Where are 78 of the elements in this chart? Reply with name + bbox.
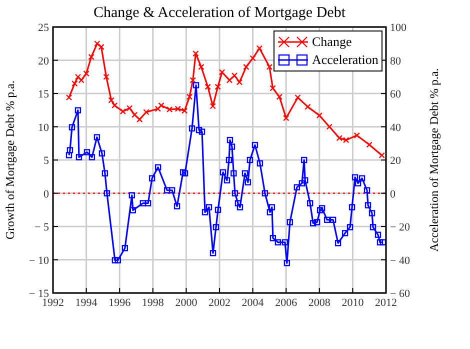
legend-label: Change bbox=[312, 34, 352, 49]
y-tick-label: − 5 bbox=[34, 222, 50, 234]
point bbox=[154, 106, 161, 112]
y2-tick-label: 80 bbox=[390, 55, 402, 68]
point bbox=[192, 50, 199, 57]
point bbox=[276, 94, 283, 100]
legend-label: Acceleration bbox=[312, 52, 379, 67]
chart-title: Change & Acceleration of Mortgage Debt bbox=[94, 5, 346, 21]
point bbox=[120, 108, 126, 115]
x-tick-label: 1992 bbox=[42, 297, 64, 309]
y2-tick-label: 0 bbox=[390, 188, 396, 200]
y-tick-label: − 15 bbox=[29, 288, 50, 300]
y-axis-title: Growth of Mortgage Debt % p.a. bbox=[3, 80, 17, 240]
point bbox=[126, 105, 133, 112]
point bbox=[186, 94, 193, 100]
point bbox=[218, 69, 226, 76]
y2-tick-label: − 40 bbox=[390, 254, 410, 267]
point bbox=[266, 64, 273, 70]
y2-tick-label: 100 bbox=[390, 22, 407, 34]
point bbox=[214, 84, 221, 90]
point bbox=[236, 79, 243, 86]
point bbox=[131, 112, 138, 118]
point bbox=[190, 77, 196, 84]
y2-tick-label: − 20 bbox=[390, 222, 410, 234]
point bbox=[378, 152, 385, 158]
point bbox=[354, 132, 360, 138]
point bbox=[283, 115, 290, 122]
y-tick-label: − 10 bbox=[29, 254, 50, 267]
y2-tick-label: − 60 bbox=[390, 288, 410, 300]
y2-tick-label: 20 bbox=[390, 155, 402, 167]
x-tick-label: 2010 bbox=[342, 297, 364, 309]
point bbox=[166, 106, 173, 113]
point bbox=[88, 54, 94, 60]
x-tick-label: 1998 bbox=[142, 297, 164, 309]
point bbox=[108, 97, 114, 104]
y-tick-label: 10 bbox=[38, 122, 50, 134]
point bbox=[256, 45, 263, 52]
point bbox=[143, 109, 150, 116]
y-tick-label: 25 bbox=[38, 22, 50, 34]
point bbox=[366, 142, 372, 148]
y-tick-label: 15 bbox=[38, 88, 50, 100]
point bbox=[250, 55, 256, 62]
x-tick-label: 2004 bbox=[242, 297, 264, 309]
y2-tick-label: 60 bbox=[390, 88, 402, 100]
point bbox=[210, 103, 216, 110]
y-tick-label: 5 bbox=[44, 155, 50, 167]
y2-tick-label: 40 bbox=[390, 122, 402, 134]
point bbox=[94, 40, 100, 47]
x-tick-label: 2006 bbox=[275, 297, 298, 309]
point bbox=[78, 77, 84, 84]
point bbox=[231, 72, 238, 79]
point bbox=[158, 102, 164, 109]
x-tick-label: 1994 bbox=[75, 297, 98, 309]
point bbox=[112, 102, 118, 109]
point bbox=[72, 80, 78, 87]
point bbox=[74, 74, 82, 80]
point bbox=[66, 94, 72, 101]
x-tick-label: 2000 bbox=[175, 297, 198, 309]
point bbox=[198, 64, 204, 70]
point bbox=[294, 94, 301, 101]
x-tick-label: 1996 bbox=[108, 297, 132, 309]
point bbox=[136, 116, 143, 123]
point bbox=[83, 70, 90, 77]
point bbox=[226, 77, 233, 84]
y-tick-label: 20 bbox=[38, 55, 50, 68]
x-tick-label: 2008 bbox=[308, 297, 331, 309]
point bbox=[326, 124, 332, 130]
x-tick-label: 2002 bbox=[208, 297, 230, 309]
point bbox=[204, 84, 211, 90]
point bbox=[103, 74, 110, 80]
x-tick-label: 2012 bbox=[375, 297, 397, 309]
point bbox=[98, 44, 104, 50]
y2-axis-title: Acceleration of Mortgage Debt % p.a. bbox=[427, 68, 441, 252]
point bbox=[243, 64, 250, 70]
point bbox=[316, 112, 322, 119]
point bbox=[270, 85, 276, 92]
y-tick-label: 0 bbox=[44, 188, 50, 200]
point bbox=[304, 104, 311, 110]
